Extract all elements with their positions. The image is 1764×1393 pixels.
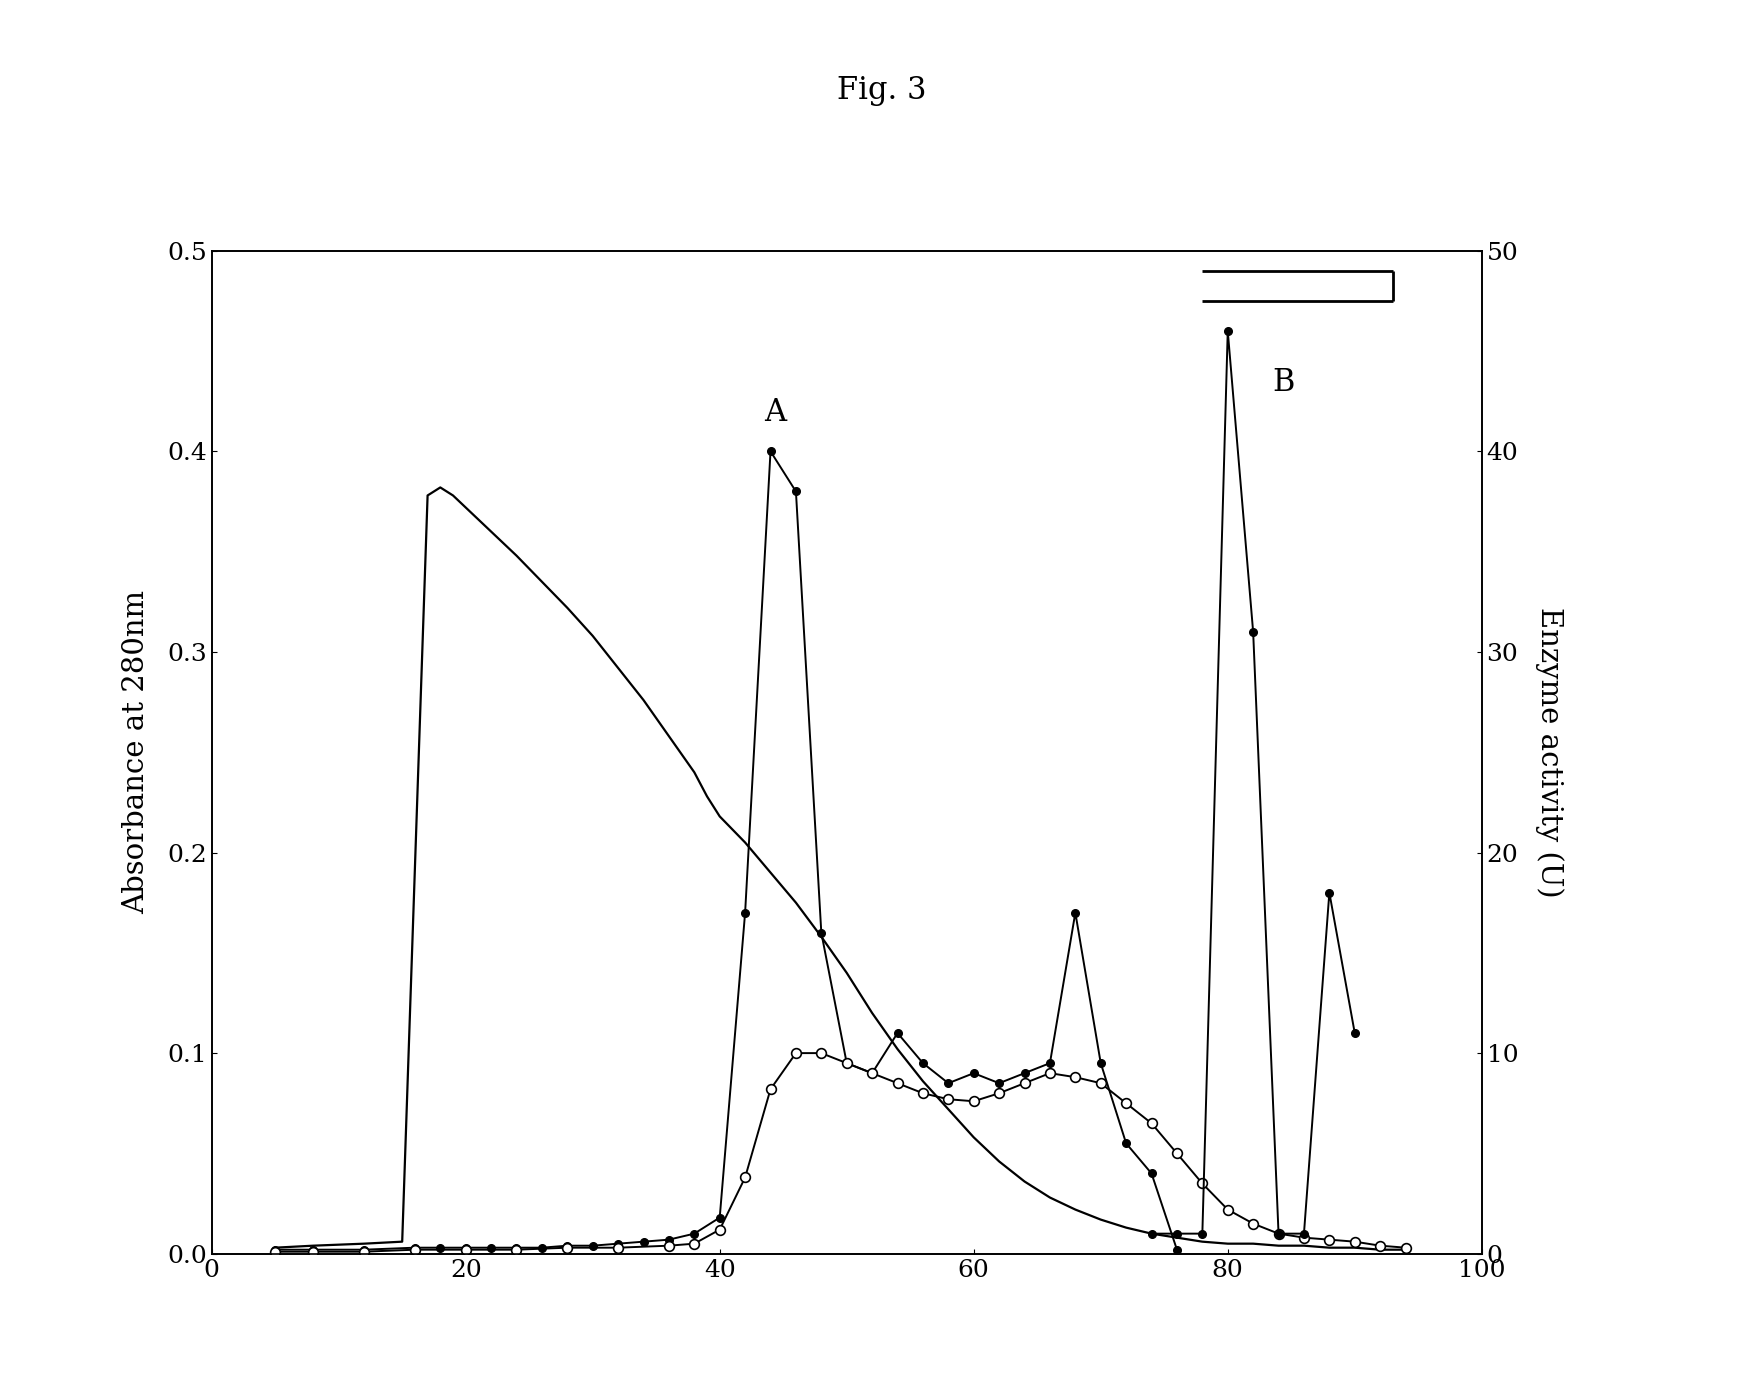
Text: A: A — [764, 397, 787, 428]
Text: B: B — [1272, 368, 1295, 398]
Text: Fig. 3: Fig. 3 — [838, 75, 926, 106]
Y-axis label: Enzyme activity (U): Enzyme activity (U) — [1535, 607, 1565, 897]
Y-axis label: Absorbance at 280nm: Absorbance at 280nm — [122, 591, 150, 914]
